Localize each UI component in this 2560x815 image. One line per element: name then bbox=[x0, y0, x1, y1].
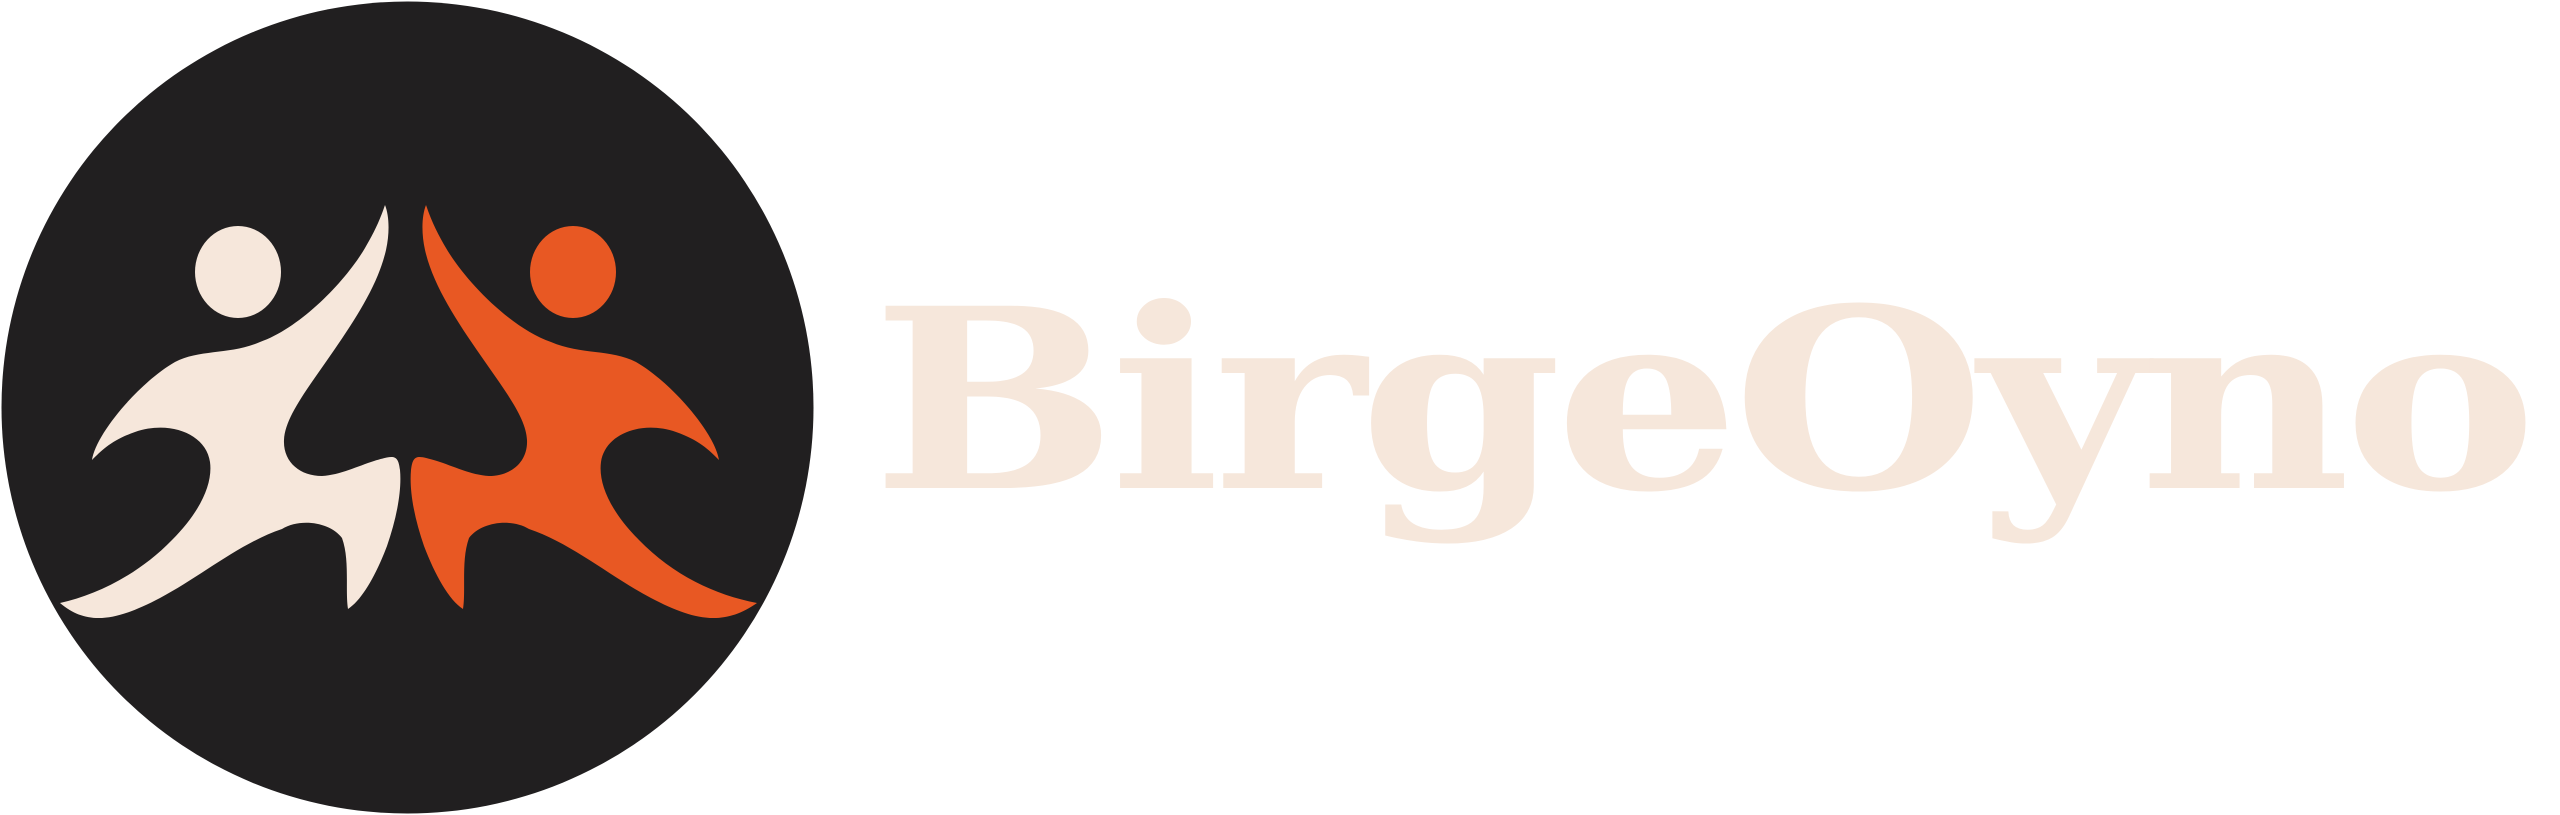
dancing-figure-right-icon bbox=[410, 205, 757, 619]
brand-wordmark: BirgeOyno bbox=[872, 253, 2537, 547]
figure-left-body bbox=[60, 205, 401, 619]
emblem-circle bbox=[1, 1, 814, 814]
brand-emblem bbox=[1, 1, 814, 814]
figure-right-head bbox=[530, 226, 616, 318]
figure-right-body bbox=[410, 205, 757, 619]
dancing-figure-left-icon bbox=[60, 205, 401, 619]
figure-left-head bbox=[195, 226, 281, 318]
